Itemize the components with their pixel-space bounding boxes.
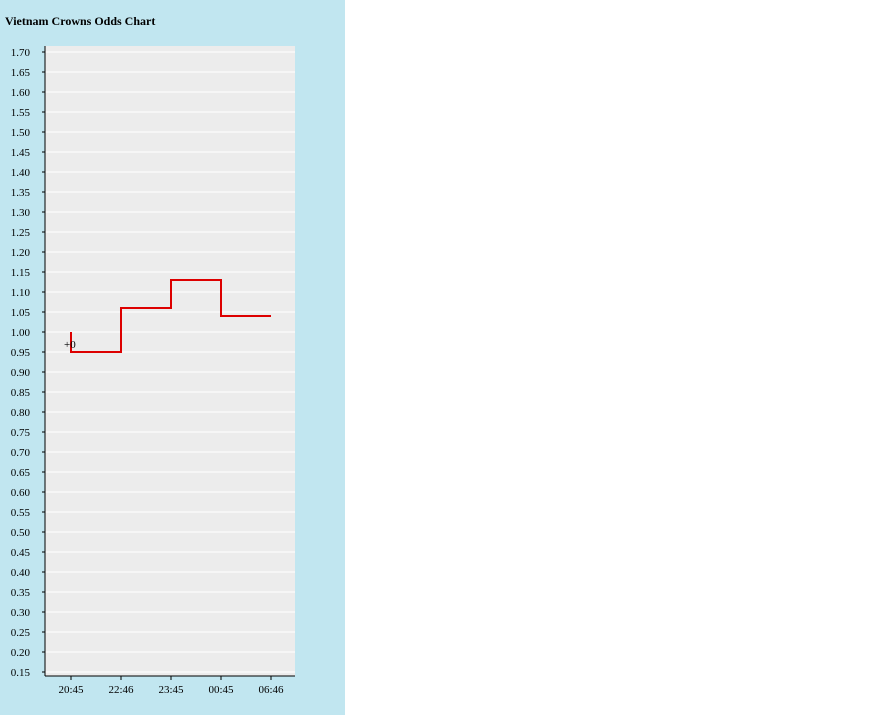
y-tick-label: 0.60 [11, 487, 31, 499]
x-tick-label: 20:45 [58, 684, 84, 696]
y-tick-label: 1.65 [11, 67, 31, 79]
y-tick-label: 0.40 [11, 567, 31, 579]
plot-area [45, 46, 295, 676]
y-tick-label: 0.90 [11, 367, 31, 379]
odds-chart: 0.15 0.20 0.25 0.30 0.35 0.40 0.45 0.50 0.55 0.60… [11, 46, 295, 696]
gridlines [45, 51, 295, 673]
y-tick-label: 1.25 [11, 227, 31, 239]
y-tick-label: 0.50 [11, 527, 31, 539]
y-tick-label: 0.70 [11, 447, 31, 459]
y-tick-label: 1.05 [11, 307, 31, 319]
y-axis: 0.15 0.20 0.25 0.30 0.35 0.40 0.45 0.50 0.55 0.60… [11, 46, 46, 679]
x-axis: 20:45 22:46 23:45 00:45 06:46 [45, 675, 295, 696]
y-tick-label: 1.00 [11, 327, 31, 339]
y-tick-label: 0.75 [11, 427, 31, 439]
chart-title: Vietnam Crowns Odds Chart [5, 14, 156, 28]
y-tick-label: 1.30 [11, 207, 31, 219]
series [70, 279, 271, 353]
x-tick-label: 00:45 [208, 684, 234, 696]
y-tick-label: 1.20 [11, 247, 31, 259]
y-tick-label: 0.45 [11, 547, 31, 559]
y-tick-label: 0.20 [11, 647, 31, 659]
y-tick-label: 1.50 [11, 127, 31, 139]
y-tick-label: 1.40 [11, 167, 31, 179]
y-tick-label: 0.95 [11, 347, 31, 359]
y-tick-label: 1.60 [11, 87, 31, 99]
y-tick-label: 0.30 [11, 607, 31, 619]
annotations: +0 [64, 339, 76, 351]
y-tick-label: 1.70 [11, 47, 31, 59]
y-tick-label: 0.55 [11, 507, 31, 519]
y-tick-label: 1.35 [11, 187, 31, 199]
y-tick-label: 1.45 [11, 147, 31, 159]
y-tick-label: 0.25 [11, 627, 31, 639]
x-tick-label: 23:45 [158, 684, 184, 696]
y-tick-label: 0.85 [11, 387, 31, 399]
x-tick-label: 22:46 [108, 684, 134, 696]
y-tick-label: 1.15 [11, 267, 31, 279]
y-tick-label: 1.55 [11, 107, 31, 119]
y-tick-label: 0.80 [11, 407, 31, 419]
y-tick-label: 0.35 [11, 587, 31, 599]
x-tick-label: 06:46 [258, 684, 284, 696]
y-tick-label: 0.15 [11, 667, 31, 679]
y-tick-label: 1.10 [11, 287, 31, 299]
handicap-annotation: +0 [64, 339, 76, 351]
odds-line [70, 279, 271, 353]
y-tick-label: 0.65 [11, 467, 31, 479]
